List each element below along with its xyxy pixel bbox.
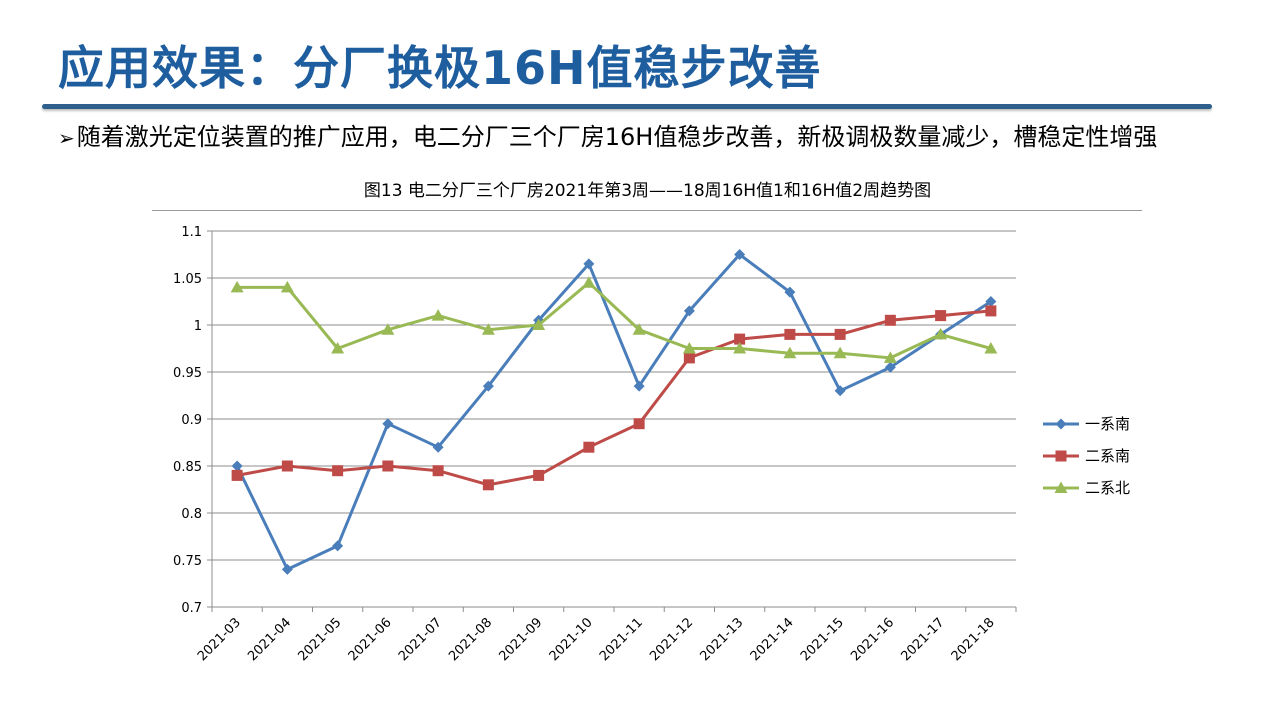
data-point — [281, 563, 293, 575]
data-point — [431, 309, 445, 321]
data-point — [834, 385, 846, 397]
chart-title: 图13 电二分厂三个厂房2021年第3周——18周16H值1和16H值2周趋势图 — [363, 181, 932, 201]
data-point — [382, 418, 394, 430]
data-point — [884, 361, 896, 373]
x-tick-label: 2021-17 — [898, 615, 947, 664]
data-point — [482, 479, 494, 491]
data-point — [230, 280, 244, 293]
data-point — [432, 441, 444, 453]
data-point — [734, 333, 746, 345]
legend-marker — [1054, 481, 1068, 493]
bullet-point: ➢随着激光定位装置的推广应用，电二分厂三个厂房16H值稳步改善，新极调极数量减少… — [58, 122, 1208, 154]
x-tick-label: 2021-15 — [798, 615, 847, 664]
bullet-text: 随着激光定位装置的推广应用，电二分厂三个厂房16H值稳步改善，新极调极数量减少，… — [76, 123, 1158, 151]
x-tick-label: 2021-14 — [748, 615, 797, 664]
bullet-arrow-icon: ➢ — [58, 126, 75, 150]
trend-chart: 图13 电二分厂三个厂房2021年第3周——18周16H值1和16H值2周趋势图… — [150, 172, 1145, 717]
data-point — [332, 540, 344, 552]
legend-label: 二系南 — [1085, 447, 1130, 465]
data-point — [984, 342, 998, 354]
y-tick-label: 1 — [194, 319, 202, 334]
data-point — [432, 465, 444, 477]
data-point — [582, 276, 596, 288]
series-line-2 — [236, 309, 992, 487]
x-tick-label: 2021-16 — [848, 615, 897, 664]
data-point — [784, 286, 796, 298]
x-tick-label: 2021-11 — [597, 615, 646, 664]
data-point — [633, 380, 645, 392]
data-point — [482, 380, 494, 392]
legend-label: 二系北 — [1085, 479, 1130, 497]
y-tick-label: 0.95 — [173, 366, 202, 381]
y-tick-label: 1.05 — [173, 272, 202, 287]
data-point — [935, 310, 947, 322]
legend-label: 一系南 — [1085, 415, 1130, 433]
x-tick-label: 2021-18 — [949, 615, 998, 664]
y-tick-label: 0.8 — [181, 507, 202, 522]
y-tick-label: 1.1 — [181, 225, 202, 240]
data-point — [281, 460, 293, 472]
series-line-3 — [237, 281, 992, 360]
x-tick-label: 2021-07 — [396, 615, 445, 664]
y-tick-label: 0.85 — [173, 460, 202, 475]
x-tick-label: 2021-09 — [496, 615, 545, 664]
data-point — [883, 351, 897, 363]
data-point — [784, 328, 796, 340]
data-point — [331, 342, 345, 354]
data-point — [734, 249, 746, 260]
data-point — [683, 305, 695, 317]
x-tick-label: 2021-12 — [647, 615, 696, 664]
data-point — [583, 441, 595, 453]
data-point — [934, 327, 948, 340]
data-point — [280, 280, 294, 293]
x-tick-label: 2021-13 — [697, 615, 746, 664]
data-point — [381, 323, 395, 335]
data-point — [985, 296, 997, 307]
legend-marker — [1055, 450, 1067, 462]
legend-marker — [1055, 418, 1067, 430]
data-point — [733, 342, 747, 354]
data-point — [884, 314, 896, 326]
x-tick-label: 2021-10 — [547, 615, 596, 664]
data-point — [783, 346, 797, 359]
x-tick-label: 2021-06 — [346, 615, 395, 664]
data-point — [682, 342, 696, 354]
data-point — [231, 460, 243, 472]
data-point — [632, 323, 646, 335]
chart-title-rule — [152, 210, 1142, 211]
x-tick-label: 2021-04 — [245, 615, 294, 664]
x-tick-label: 2021-08 — [446, 615, 495, 664]
y-tick-label: 0.7 — [181, 601, 202, 616]
data-point — [532, 318, 546, 330]
data-point — [834, 328, 846, 340]
x-tick-label: 2021-03 — [195, 615, 244, 664]
data-point — [633, 418, 645, 430]
data-point — [583, 258, 595, 270]
data-point — [683, 352, 695, 364]
series-line-1 — [235, 253, 992, 571]
data-point — [382, 460, 394, 472]
data-point — [231, 469, 243, 481]
y-tick-label: 0.9 — [181, 413, 202, 428]
data-point — [985, 305, 997, 317]
data-point — [332, 465, 344, 477]
x-tick-label: 2021-05 — [295, 615, 344, 664]
data-point — [833, 346, 847, 359]
data-point — [533, 469, 545, 481]
data-point — [481, 323, 495, 335]
y-tick-label: 0.75 — [173, 554, 202, 569]
title-divider — [42, 104, 1212, 109]
slide-title: 应用效果：分厂换极16H值稳步改善 — [58, 41, 822, 95]
